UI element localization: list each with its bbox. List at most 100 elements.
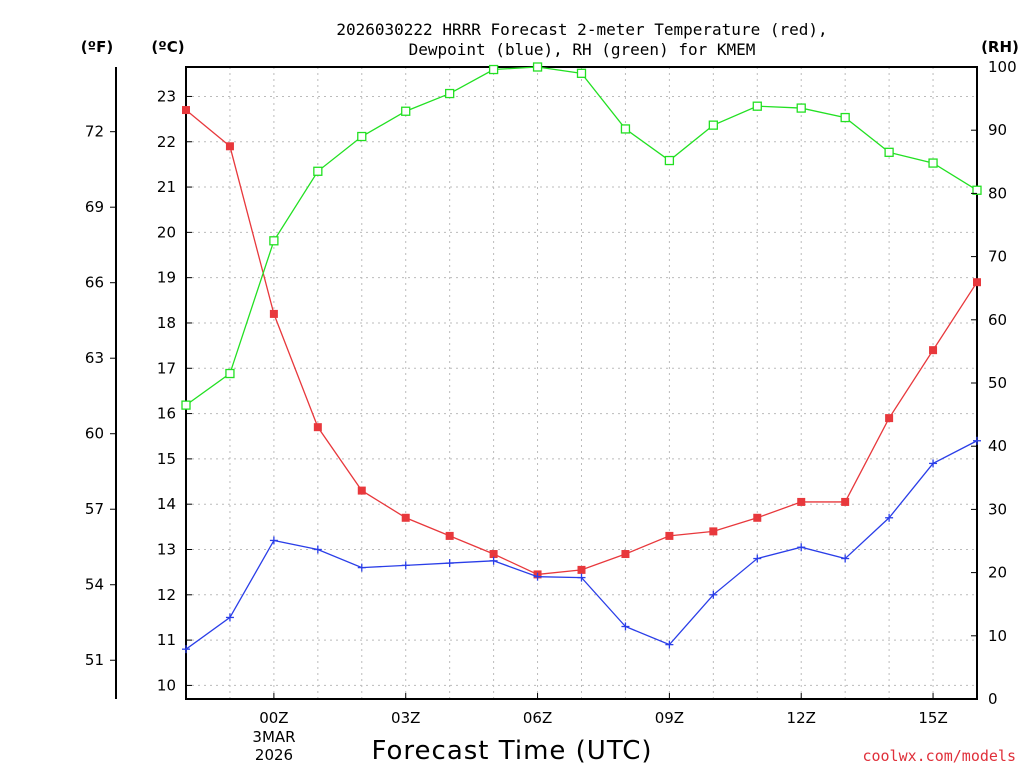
date-label-line1: 3MAR bbox=[252, 728, 295, 746]
x-tick-label: 00Z bbox=[259, 709, 288, 727]
fahrenheit-tick-label: 63 bbox=[85, 349, 104, 367]
dewpoint-point bbox=[225, 613, 234, 622]
rh-point bbox=[752, 101, 762, 111]
dewpoint-point bbox=[401, 561, 410, 570]
rh-point bbox=[840, 112, 850, 123]
x-tick-label: 03Z bbox=[391, 709, 420, 727]
rh-point bbox=[488, 64, 499, 75]
celsius-tick-label: 20 bbox=[157, 223, 176, 241]
temperature-point bbox=[885, 414, 894, 423]
rh-point bbox=[313, 166, 323, 176]
temperature-point bbox=[709, 527, 718, 536]
celsius-tick-label: 12 bbox=[157, 586, 176, 604]
plot-frame bbox=[185, 66, 978, 700]
rh-point bbox=[225, 368, 235, 379]
temperature-point bbox=[269, 309, 278, 318]
rh-point bbox=[181, 400, 191, 410]
rh-tick-label: 70 bbox=[988, 248, 1007, 266]
temperature-point bbox=[182, 106, 190, 115]
temperature-point bbox=[841, 497, 850, 506]
rh-point bbox=[664, 155, 675, 166]
dewpoint-point bbox=[973, 436, 981, 445]
temperature-line bbox=[185, 109, 978, 576]
celsius-tick-label: 23 bbox=[157, 87, 176, 105]
celsius-tick-label: 17 bbox=[157, 359, 176, 377]
celsius-tick-label: 15 bbox=[157, 450, 176, 468]
dewpoint-point bbox=[885, 513, 894, 522]
rh-point bbox=[532, 62, 543, 72]
x-tick-label: 15Z bbox=[918, 709, 947, 727]
celsius-tick-label: 22 bbox=[157, 133, 176, 151]
temperature-point bbox=[621, 550, 630, 559]
dewpoint-point bbox=[577, 573, 586, 582]
temperature-point bbox=[357, 486, 366, 495]
fahrenheit-axis-label: (ºF) bbox=[81, 38, 113, 56]
dewpoint-point bbox=[841, 554, 850, 563]
celsius-tick-label: 16 bbox=[157, 405, 176, 423]
dewpoint-point bbox=[269, 536, 278, 545]
rh-point bbox=[884, 147, 894, 157]
celsius-tick-label: 14 bbox=[157, 495, 176, 513]
celsius-axis-label: (ºC) bbox=[151, 38, 184, 56]
fahrenheit-tick-label: 72 bbox=[85, 123, 104, 141]
rh-tick-label: 100 bbox=[988, 58, 1017, 76]
rh-point bbox=[269, 236, 279, 246]
fahrenheit-tick-label: 66 bbox=[85, 274, 104, 292]
rh-point bbox=[401, 106, 411, 116]
fahrenheit-tick-label: 54 bbox=[85, 576, 104, 594]
x-tick-label: 12Z bbox=[787, 709, 816, 727]
chart-title-line1: 2026030222 HRRR Forecast 2-meter Tempera… bbox=[336, 20, 827, 39]
series-layer bbox=[181, 62, 982, 654]
celsius-tick-label: 18 bbox=[157, 314, 176, 332]
dewpoint-point bbox=[489, 556, 498, 565]
rh-axis-label: (RH) bbox=[981, 38, 1019, 56]
rh-point bbox=[708, 120, 718, 130]
rh-tick-label: 10 bbox=[988, 627, 1007, 645]
fahrenheit-tick-label: 60 bbox=[85, 425, 104, 443]
celsius-tick-label: 21 bbox=[157, 178, 176, 196]
rh-point bbox=[357, 131, 367, 142]
ticks-layer: 10 11 12 13 14 15 16 17 18 19 20 21 22 23 51 54 57 60 63 66… bbox=[85, 58, 1017, 727]
temperature-point bbox=[929, 346, 938, 355]
grid bbox=[186, 67, 977, 699]
fahrenheit-tick-label: 57 bbox=[85, 500, 104, 518]
temperature-point bbox=[489, 550, 498, 559]
rh-tick-label: 0 bbox=[988, 690, 998, 708]
dewpoint-point bbox=[357, 563, 366, 572]
fahrenheit-tick-label: 51 bbox=[85, 651, 104, 669]
temperature-point bbox=[665, 531, 674, 540]
rh-tick-label: 60 bbox=[988, 311, 1007, 329]
rh-tick-label: 80 bbox=[988, 184, 1007, 202]
celsius-tick-label: 19 bbox=[157, 269, 176, 287]
rh-point bbox=[445, 88, 455, 99]
temperature-point bbox=[313, 423, 322, 432]
rh-tick-label: 50 bbox=[988, 374, 1007, 392]
temperature-point bbox=[445, 531, 454, 540]
rh-point bbox=[928, 158, 938, 168]
celsius-tick-label: 13 bbox=[157, 540, 176, 558]
chart-title-line2: Dewpoint (blue), RH (green) for KMEM bbox=[409, 40, 756, 59]
temperature-point bbox=[225, 142, 234, 151]
dewpoint-point bbox=[313, 545, 322, 554]
dewpoint-point bbox=[533, 572, 542, 581]
rh-tick-label: 90 bbox=[988, 121, 1007, 139]
x-axis-label: Forecast Time (UTC) bbox=[371, 736, 652, 766]
dewpoint-point bbox=[797, 543, 806, 552]
x-tick-label: 06Z bbox=[523, 709, 552, 727]
celsius-tick-label: 11 bbox=[157, 631, 176, 649]
rh-point bbox=[620, 124, 631, 134]
dewpoint-point bbox=[709, 590, 718, 599]
x-tick-label: 09Z bbox=[655, 709, 684, 727]
celsius-tick-label: 10 bbox=[157, 676, 176, 694]
dewpoint-point bbox=[929, 459, 938, 468]
rh-tick-label: 40 bbox=[988, 437, 1007, 455]
temperature-point bbox=[797, 497, 806, 506]
temperature-point bbox=[577, 565, 586, 574]
dewpoint-line bbox=[185, 440, 978, 650]
credit-text: coolwx.com/models bbox=[862, 747, 1016, 765]
temperature-point bbox=[401, 513, 410, 522]
rh-tick-label: 20 bbox=[988, 564, 1007, 582]
rh-tick-label: 30 bbox=[988, 500, 1007, 518]
temperature-point bbox=[973, 278, 981, 287]
